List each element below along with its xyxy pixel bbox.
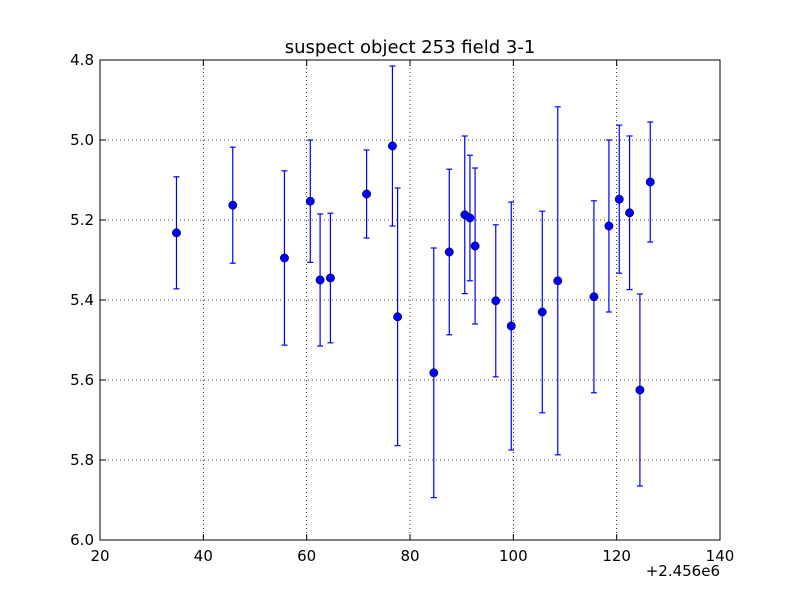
data-point — [387, 141, 397, 151]
data-point — [280, 253, 289, 263]
data-point — [604, 221, 614, 231]
grid — [100, 60, 720, 540]
x-tick-label: 20 — [90, 547, 109, 565]
data-marks — [172, 65, 655, 499]
y-tick-label: 5.2 — [70, 211, 94, 229]
data-point — [325, 273, 335, 283]
x-tick-label: 60 — [297, 547, 316, 565]
y-tick-label: 6.0 — [70, 531, 94, 549]
data-point — [429, 368, 439, 378]
y-tick-label: 5.4 — [70, 291, 94, 309]
data-point — [465, 213, 475, 223]
data-point — [444, 247, 454, 257]
x-offset-label: +2.456e6 — [646, 562, 720, 580]
data-point — [470, 241, 480, 251]
data-point — [228, 200, 238, 210]
data-point — [315, 275, 325, 285]
x-tick-label: 80 — [400, 547, 419, 565]
data-point — [537, 307, 547, 317]
y-tick-label: 4.8 — [70, 51, 94, 69]
data-point — [645, 177, 655, 187]
data-point — [553, 276, 563, 286]
data-point — [625, 208, 635, 218]
y-tick-label: 5.0 — [70, 131, 94, 149]
y-tick-label: 5.8 — [70, 451, 94, 469]
x-tick-label: 140 — [706, 547, 735, 565]
data-point — [614, 194, 624, 204]
data-point — [393, 312, 403, 322]
x-tick-label: 100 — [499, 547, 528, 565]
data-point — [172, 228, 181, 238]
tick-labels: 20 40 60 80 100 120 140 4.8 5.0 5.2 5.4 5.6 5.8 6.0 — [70, 51, 734, 565]
data-point — [491, 296, 501, 306]
data-point — [635, 385, 645, 395]
plot-frame — [99, 59, 721, 541]
x-tick-label: 40 — [194, 547, 213, 565]
data-point — [589, 292, 599, 302]
data-point — [305, 196, 315, 206]
data-point — [506, 321, 516, 331]
data-point — [362, 189, 372, 199]
x-tick-label: 120 — [602, 547, 631, 565]
y-tick-label: 5.6 — [70, 371, 94, 389]
chart-title: suspect object 253 field 3-1 — [285, 37, 536, 58]
